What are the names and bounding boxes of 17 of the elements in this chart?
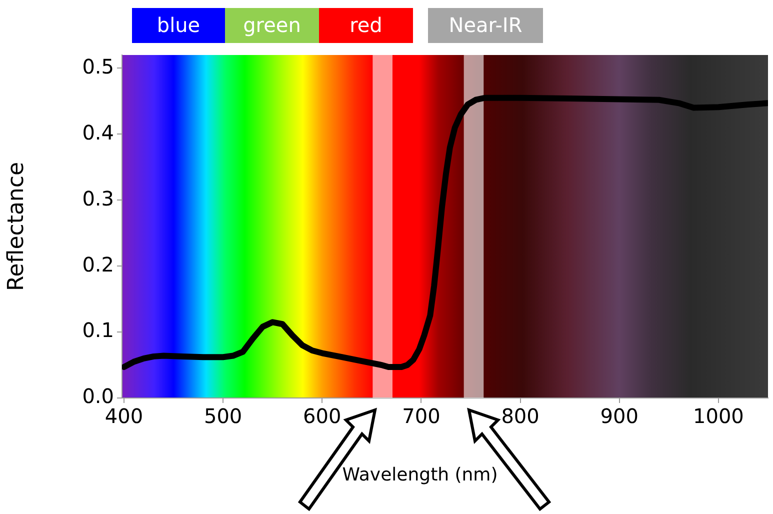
text: green [225, 8, 319, 43]
x-tick-label: 600 [303, 404, 342, 428]
text: Near-IR [428, 8, 543, 43]
x-tick-label: 1000 [693, 404, 744, 428]
x-tick-label: 800 [501, 404, 540, 428]
x-tick-label: 900 [600, 404, 638, 428]
y-tick-label: 0.4 [82, 120, 114, 144]
y-tick-label: 0.5 [82, 54, 114, 78]
text: blue [132, 8, 225, 43]
y-tick-label: 0.3 [82, 186, 114, 210]
y-axis-title: Reflectance [4, 162, 29, 292]
text: red [319, 8, 413, 43]
x-tick-label: 700 [402, 404, 440, 428]
x-tick-label: 500 [204, 404, 242, 428]
y-tick-label: 0.2 [82, 252, 114, 276]
x-axis-title: Wavelength (nm) [342, 464, 498, 486]
y-tick-label: 0.1 [82, 318, 114, 342]
